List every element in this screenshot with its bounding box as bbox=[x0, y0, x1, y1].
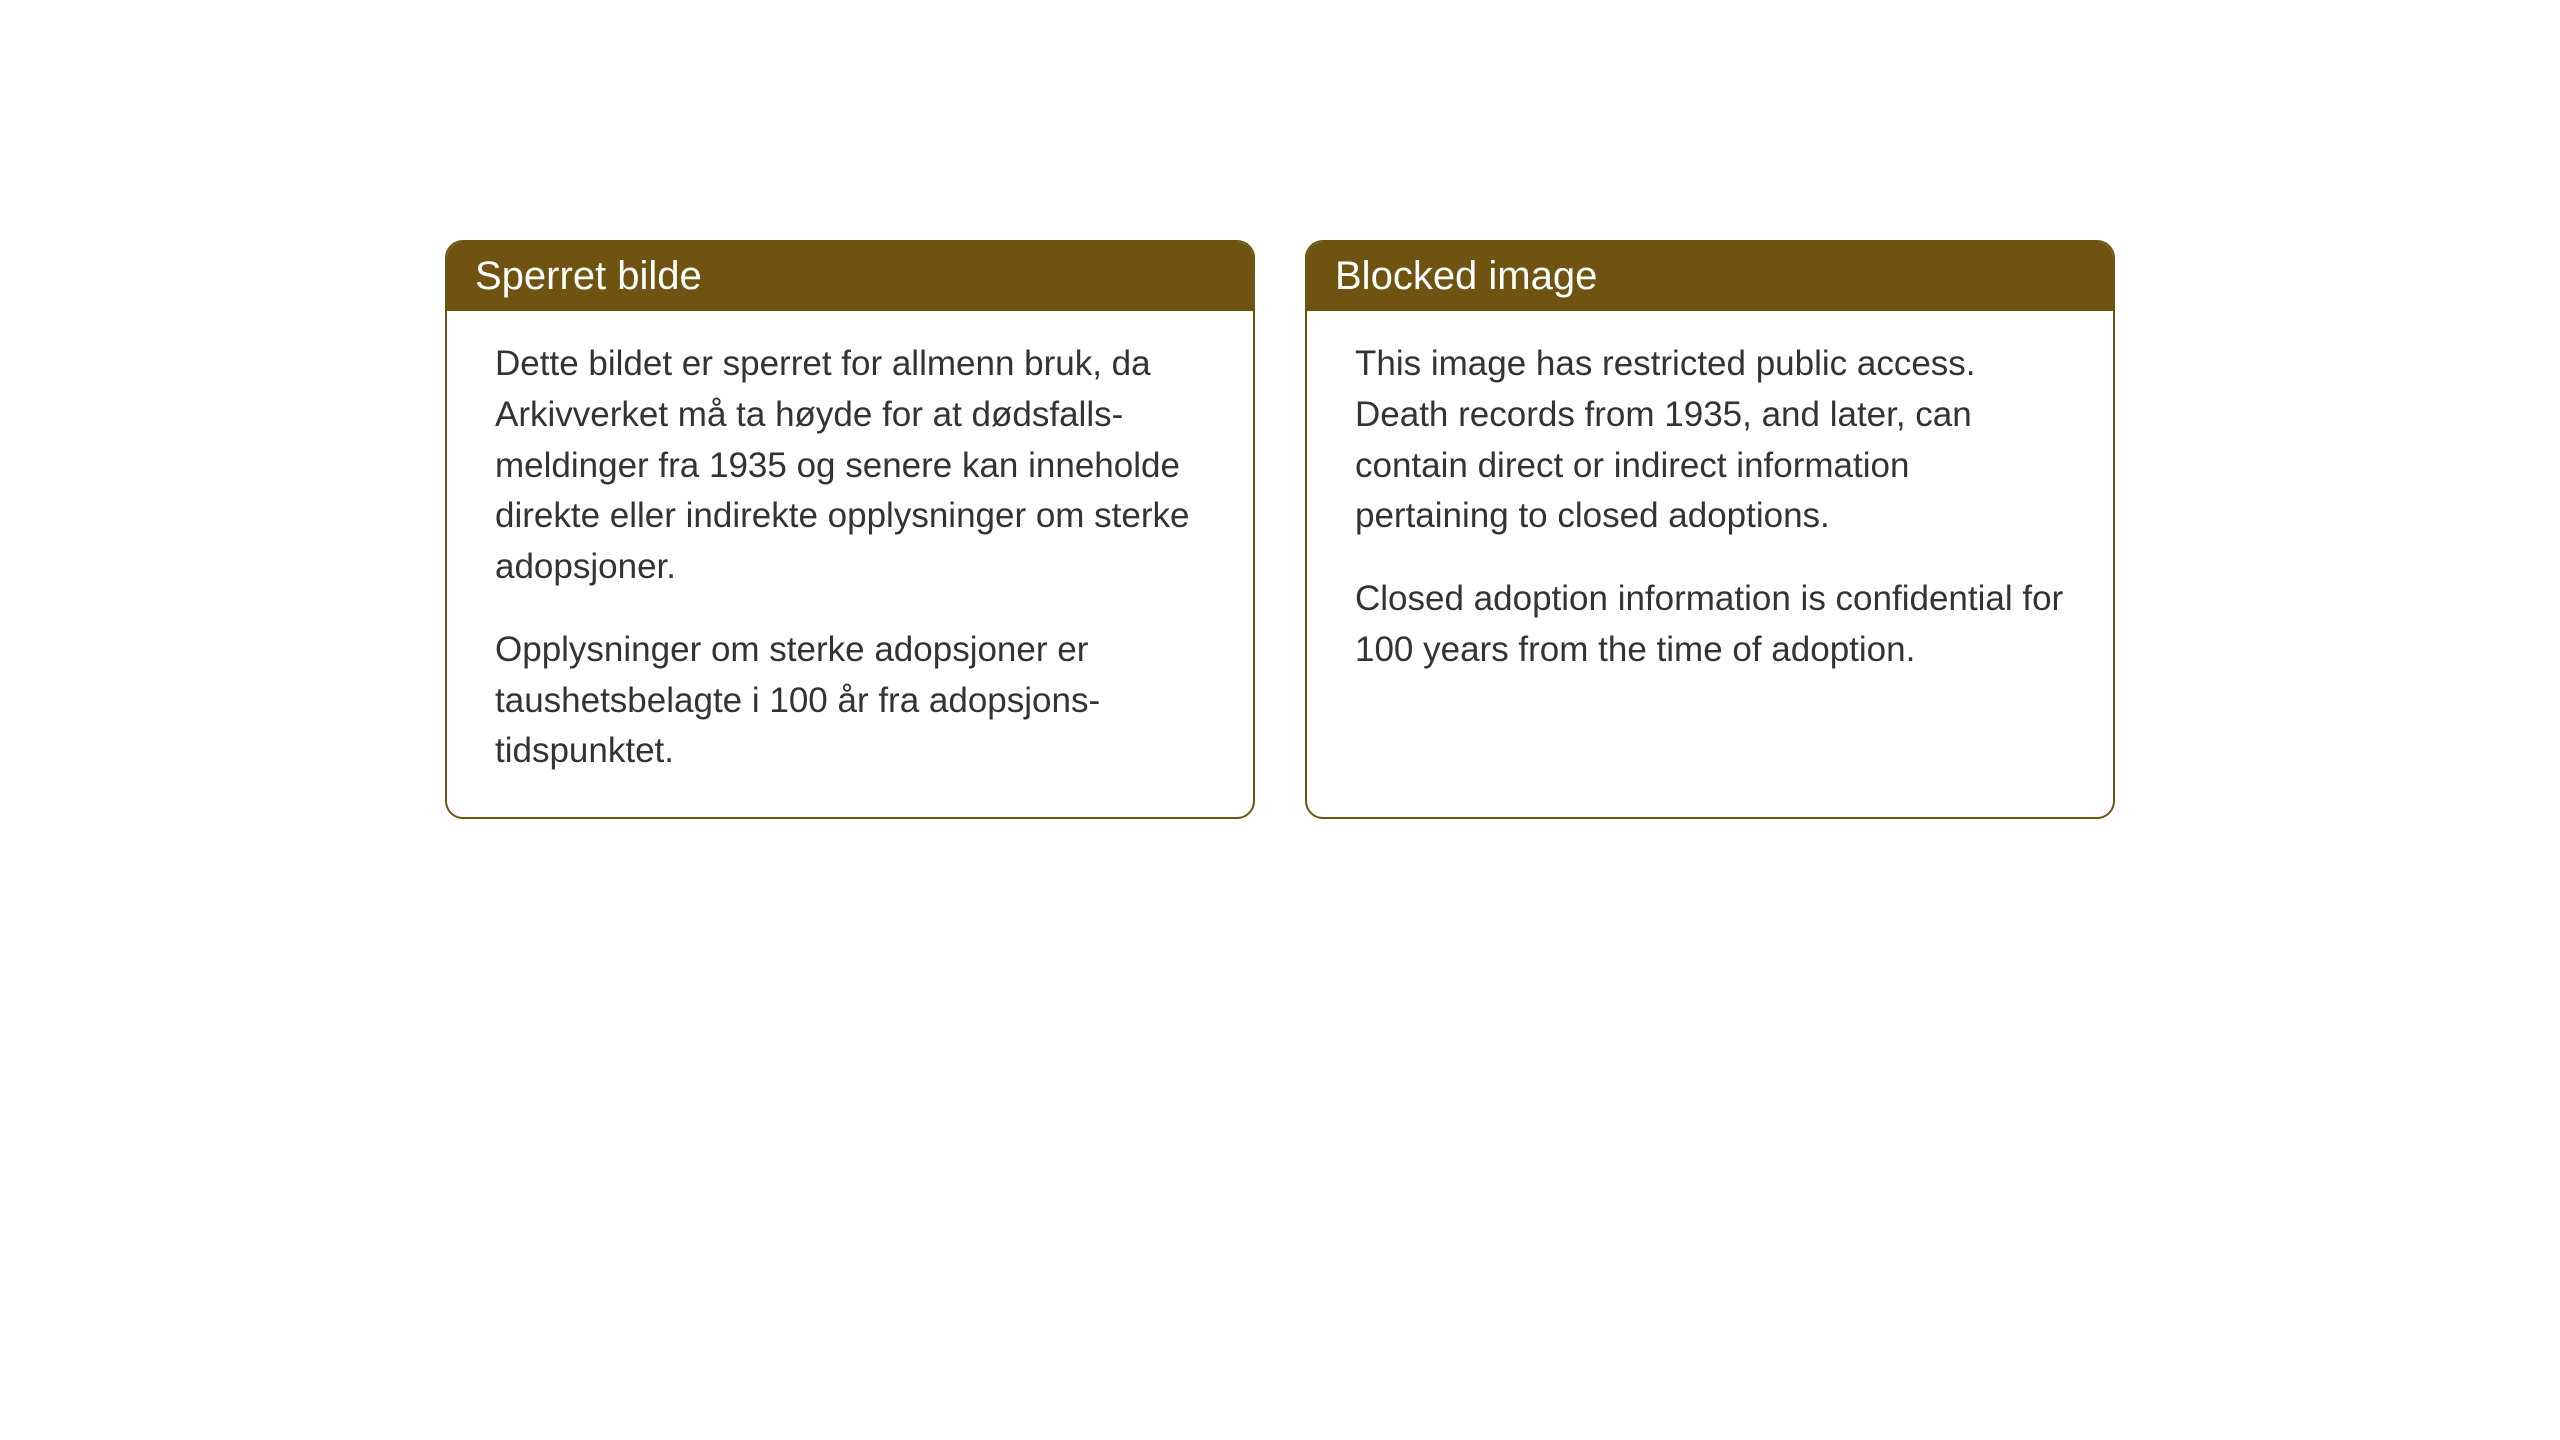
notice-title-english: Blocked image bbox=[1335, 254, 1597, 298]
notice-box-norwegian: Sperret bilde Dette bildet er sperret fo… bbox=[445, 240, 1255, 819]
notice-paragraph-1-english: This image has restricted public access.… bbox=[1355, 339, 2065, 542]
notice-body-norwegian: Dette bildet er sperret for allmenn bruk… bbox=[447, 311, 1253, 817]
notice-title-norwegian: Sperret bilde bbox=[475, 254, 702, 298]
notice-header-english: Blocked image bbox=[1307, 242, 2113, 311]
notice-paragraph-2-english: Closed adoption information is confident… bbox=[1355, 574, 2065, 676]
notice-body-english: This image has restricted public access.… bbox=[1307, 311, 2113, 716]
notice-paragraph-2-norwegian: Opplysninger om sterke adopsjoner er tau… bbox=[495, 625, 1205, 777]
notice-paragraph-1-norwegian: Dette bildet er sperret for allmenn bruk… bbox=[495, 339, 1205, 593]
notice-box-english: Blocked image This image has restricted … bbox=[1305, 240, 2115, 819]
notice-container: Sperret bilde Dette bildet er sperret fo… bbox=[445, 240, 2115, 819]
notice-header-norwegian: Sperret bilde bbox=[447, 242, 1253, 311]
